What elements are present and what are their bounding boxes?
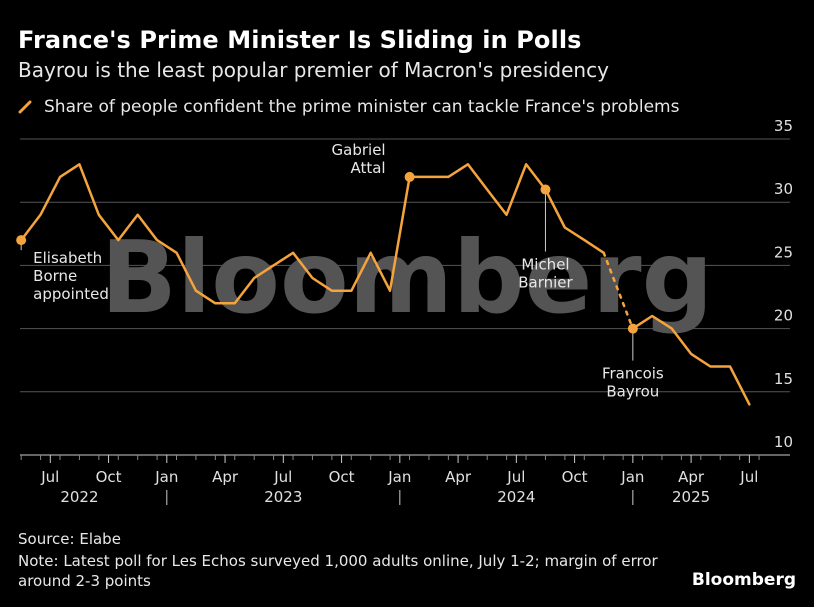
x-tick-label: Apr: [212, 468, 239, 486]
y-tick-label: 30: [774, 180, 793, 198]
x-tick-label: Jan: [154, 468, 178, 486]
chart-title: France's Prime Minister Is Sliding in Po…: [18, 26, 582, 54]
series-line: [19, 163, 605, 305]
year-label: 2023: [264, 488, 302, 506]
methodology-note: Note: Latest poll for Les Echos surveyed…: [18, 552, 658, 590]
y-tick-label: 15: [774, 370, 793, 388]
series-line: [631, 314, 751, 406]
y-tick-label: 25: [774, 243, 793, 261]
bloomberg-logo: Bloomberg: [691, 570, 796, 590]
annotation-label: Francois Bayrou: [602, 365, 664, 401]
source-note: Source: Elabe: [18, 530, 121, 548]
legend-swatch-icon: [18, 100, 32, 114]
x-tick-label: Jul: [506, 468, 525, 486]
annotation-marker: [16, 235, 27, 246]
annotation-label: Gabriel Attal: [332, 141, 386, 177]
x-tick-label: Jul: [739, 468, 758, 486]
x-tick-label: Apr: [445, 468, 472, 486]
x-tick-label: Jan: [620, 468, 644, 486]
annotation-marker: [540, 184, 551, 195]
annotation-label: Michel Barnier: [518, 256, 573, 292]
legend: Share of people confident the prime mini…: [18, 97, 679, 117]
annotation-label: Elisabeth Borne appointed: [33, 249, 109, 303]
legend-label: Share of people confident the prime mini…: [44, 97, 680, 117]
x-tick-label: Apr: [678, 468, 705, 486]
x-tick-label: Jan: [387, 468, 411, 486]
y-tick-label: 20: [774, 307, 793, 325]
y-tick-label: 35: [774, 120, 793, 135]
year-label: 2025: [672, 488, 710, 506]
x-tick-label: Jul: [40, 468, 59, 486]
annotation-marker: [627, 323, 638, 334]
year-label: 2022: [60, 488, 98, 506]
x-tick-label: Oct: [329, 468, 355, 486]
watermark: Bloomberg: [101, 219, 713, 336]
y-tick-label: 10: [774, 433, 793, 451]
year-label: 2024: [497, 488, 535, 506]
x-tick-label: Oct: [562, 468, 588, 486]
series-line-dotted: [602, 251, 635, 330]
annotation-marker: [404, 171, 415, 182]
x-tick-label: Jul: [273, 468, 292, 486]
x-tick-label: Oct: [96, 468, 122, 486]
chart-subtitle: Bayrou is the least popular premier of M…: [18, 58, 609, 82]
